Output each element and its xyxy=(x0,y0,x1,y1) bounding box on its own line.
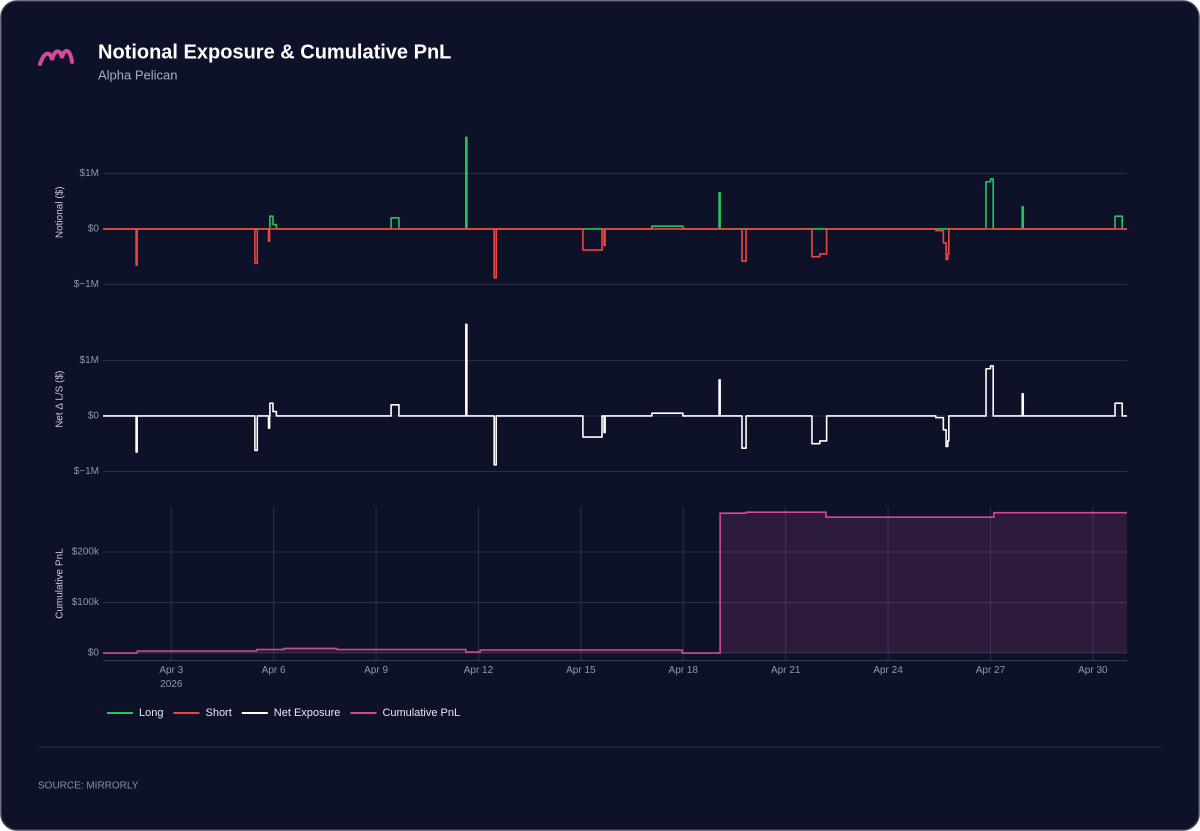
legend-label: Net Exposure xyxy=(274,707,341,719)
x-tick-label: Apr 6 xyxy=(262,665,286,676)
y-axis-label: Cumulative PnL xyxy=(55,548,66,619)
y-tick-label: $−1M xyxy=(74,279,99,290)
y-tick-label: $0 xyxy=(88,224,100,235)
y-tick-label: $0 xyxy=(88,411,100,422)
y-tick-label: $0 xyxy=(88,648,100,659)
y-tick-label: $200k xyxy=(72,547,100,558)
legend-label: Long xyxy=(139,707,163,719)
series-line xyxy=(103,228,1127,279)
legend-label: Cumulative PnL xyxy=(382,707,460,719)
y-axis-label: Notional ($) xyxy=(55,186,66,238)
y-tick-label: $1M xyxy=(80,355,99,366)
y-tick-label: $100k xyxy=(72,597,100,608)
x-tick-label: Apr 3 xyxy=(159,665,183,676)
x-tick-label: Apr 9 xyxy=(364,665,388,676)
series-line xyxy=(103,323,1127,466)
area-fill xyxy=(103,512,1127,654)
x-tick-label: Apr 15 xyxy=(566,665,596,676)
x-tick-label: Apr 24 xyxy=(873,665,903,676)
y-tick-label: $1M xyxy=(80,168,99,179)
x-tick-label: Apr 27 xyxy=(976,665,1006,676)
x-tick-label: Apr 12 xyxy=(464,665,494,676)
chart-title: Notional Exposure & Cumulative PnL xyxy=(98,41,451,63)
x-tick-label: Apr 21 xyxy=(771,665,801,676)
plots: Notional ($) $1M $0 $−1M Net Δ L/S ($) $1M $0 $… xyxy=(55,136,1127,719)
source: SOURCE: MIRRORLY xyxy=(38,781,139,792)
chart-subtitle: Alpha Pelican xyxy=(98,67,178,82)
series-line xyxy=(103,511,1127,654)
y-axis-label: Net Δ L/S ($) xyxy=(55,371,66,428)
x-tick-label: Apr 30 xyxy=(1078,665,1108,676)
y-tick-label: $−1M xyxy=(74,466,99,477)
legend-label: Short xyxy=(205,707,231,719)
x-year-label: 2026 xyxy=(160,679,183,690)
x-tick-label: Apr 18 xyxy=(669,665,699,676)
logo xyxy=(38,49,74,66)
